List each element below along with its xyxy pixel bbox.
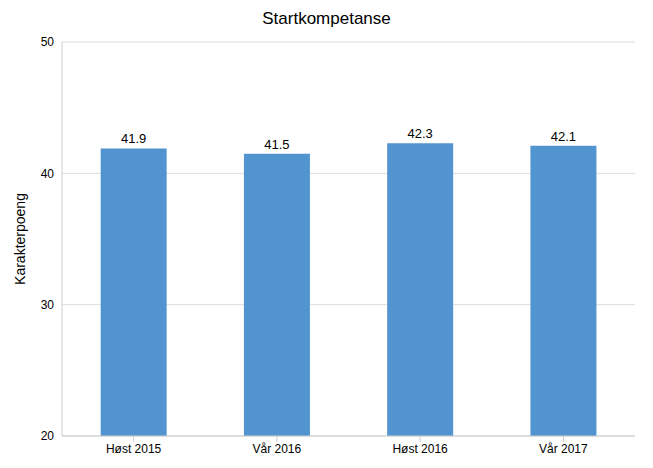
svg-text:41.5: 41.5 [264, 137, 289, 152]
svg-text:Høst 2016: Høst 2016 [392, 442, 448, 456]
svg-text:42.3: 42.3 [408, 126, 433, 141]
svg-text:30: 30 [41, 298, 55, 312]
svg-text:Høst 2015: Høst 2015 [106, 442, 162, 456]
svg-text:42.1: 42.1 [551, 129, 576, 144]
svg-text:20: 20 [41, 429, 55, 443]
svg-text:41.9: 41.9 [121, 131, 146, 146]
svg-text:Vår 2016: Vår 2016 [253, 442, 302, 456]
svg-text:Vår 2017: Vår 2017 [539, 442, 588, 456]
svg-text:Karakterpoeng: Karakterpoeng [12, 193, 28, 285]
html-text:Startkompetanse: Startkompetanse [262, 9, 391, 28]
svg-text:50: 50 [41, 35, 55, 49]
svg-text:40: 40 [41, 167, 55, 181]
